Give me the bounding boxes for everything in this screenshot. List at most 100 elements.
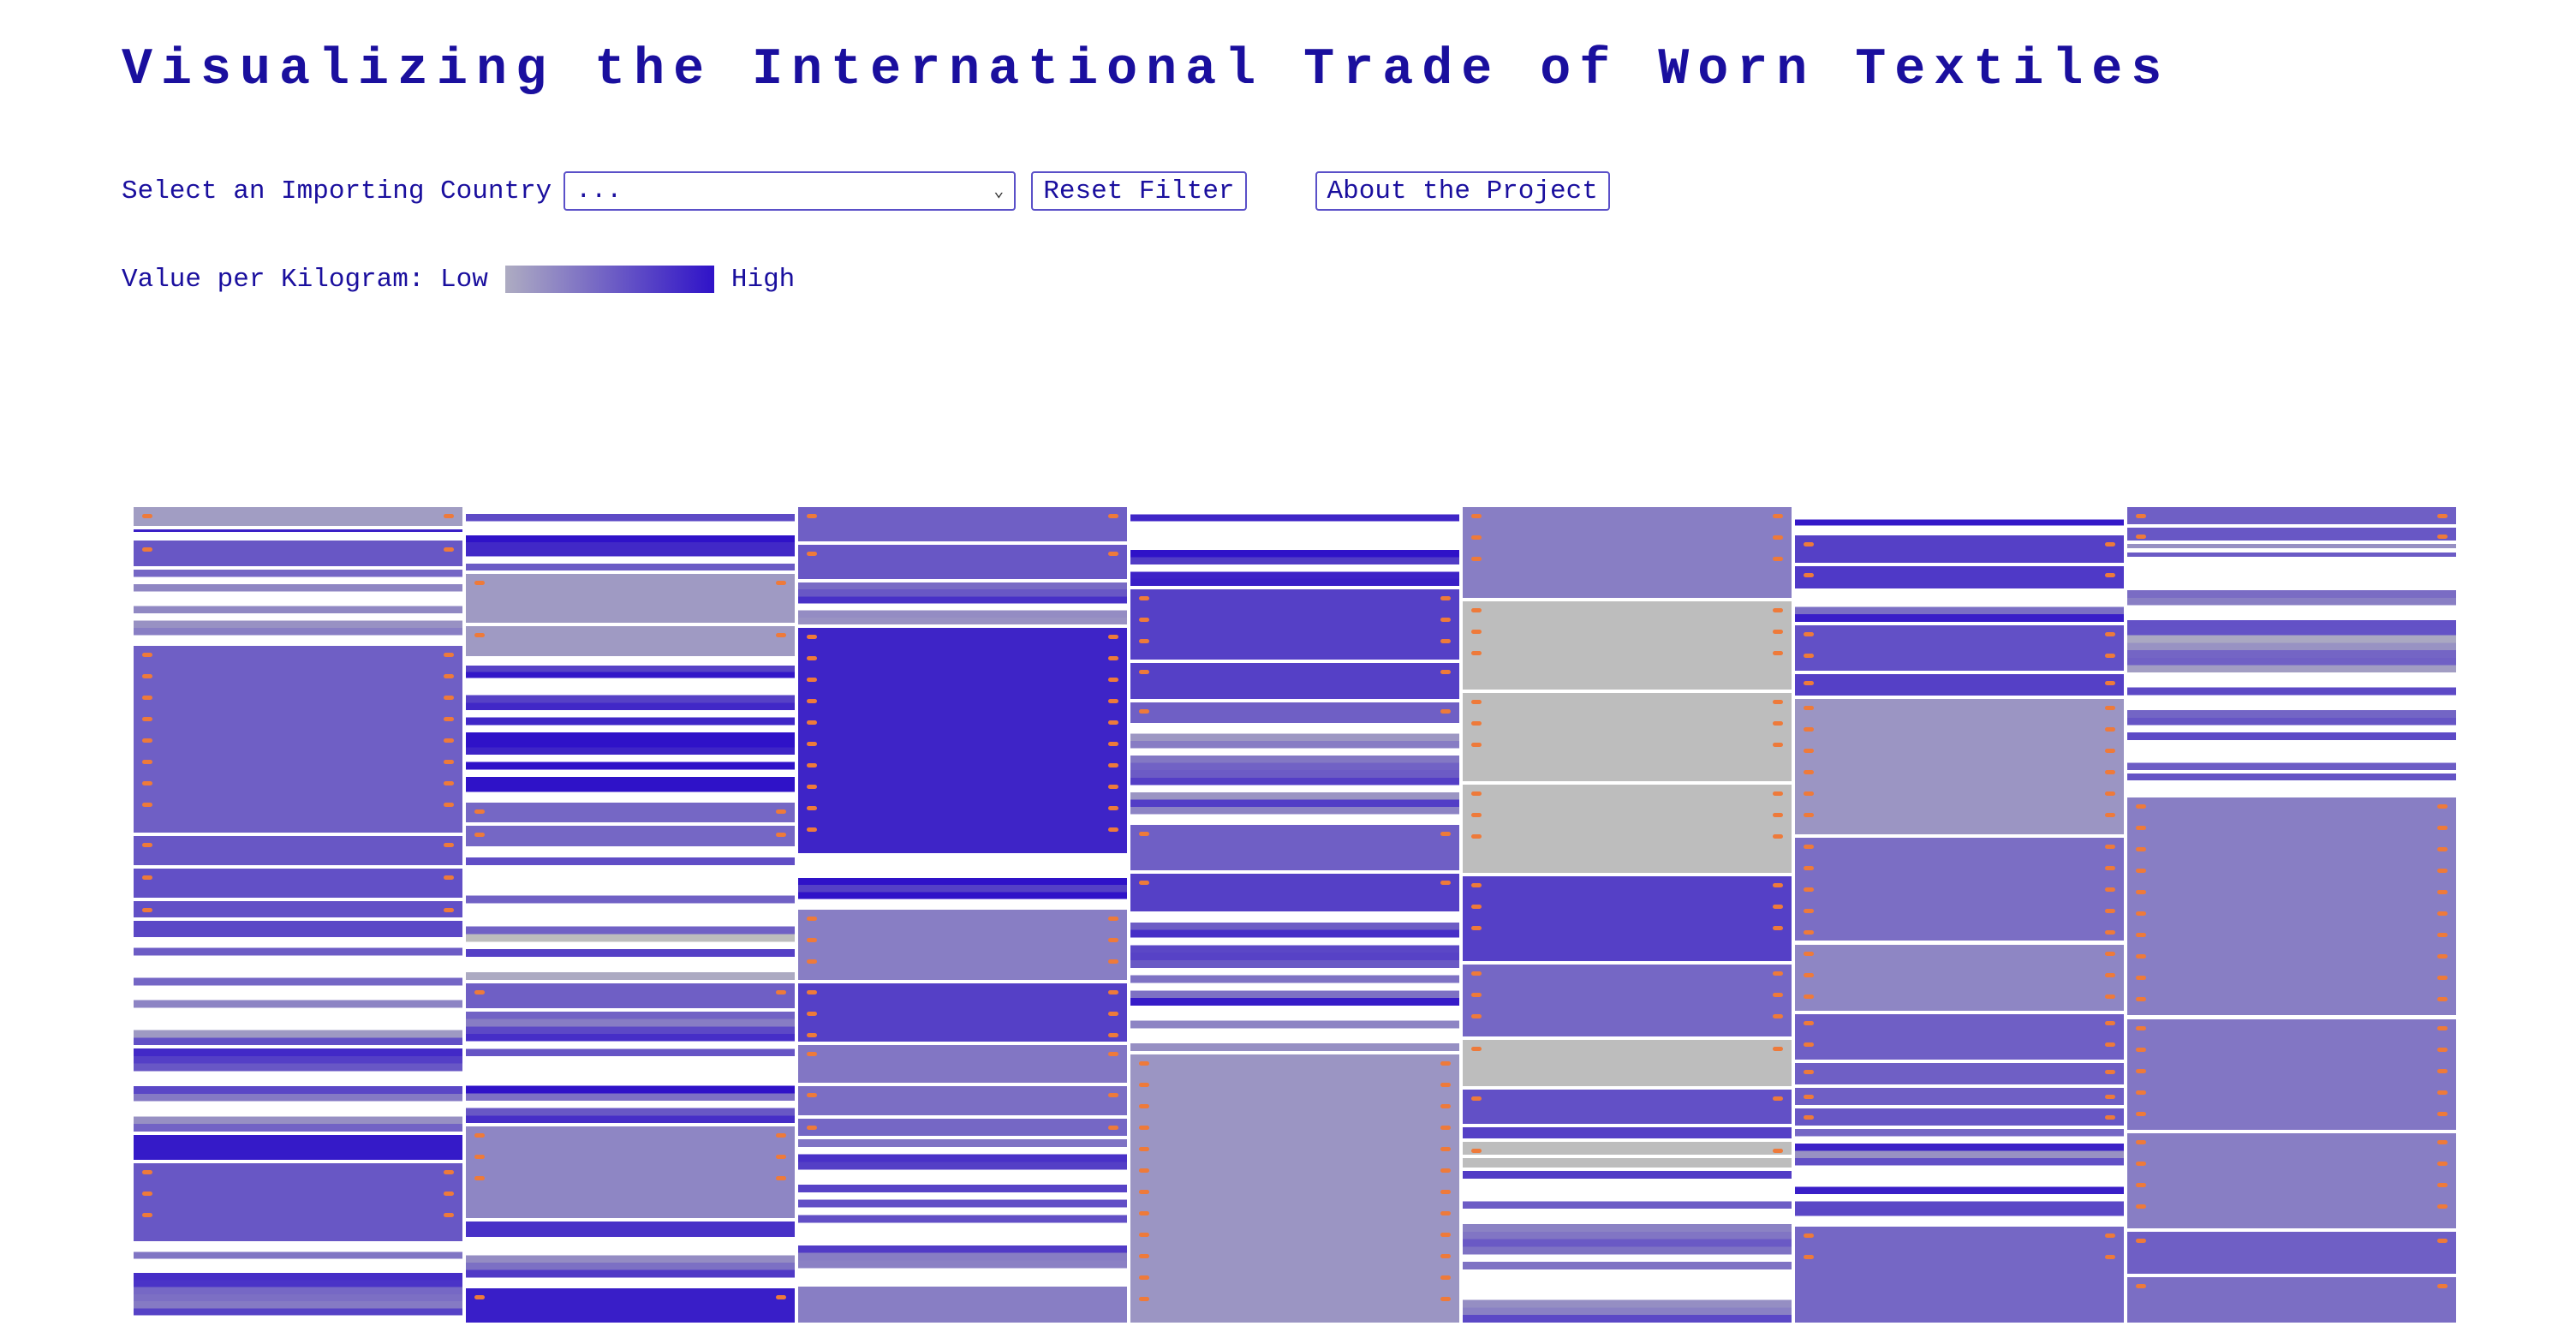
treemap-cell[interactable] [466,983,795,1009]
export-marker [2105,951,2115,956]
treemap-strip-group[interactable] [798,582,1127,624]
treemap-cell[interactable] [2127,527,2456,541]
treemap-cell[interactable] [466,1287,795,1323]
treemap-cell[interactable] [1795,1227,2124,1323]
treemap-cell[interactable] [134,1134,462,1161]
treemap-cell[interactable] [1463,693,1792,782]
export-marker [807,1126,817,1131]
filter-controls: Select an Importing Country ... ⌄ Reset … [122,171,1610,211]
treemap-cell[interactable] [1463,507,1792,598]
treemap-strip-group[interactable] [134,1245,462,1323]
treemap-cell[interactable] [798,1119,1127,1137]
treemap-strip-group[interactable] [134,569,462,643]
treemap-cell[interactable] [466,802,795,823]
importing-country-select[interactable]: ... ⌄ [564,171,1017,211]
treemap-cell[interactable] [1130,588,1459,660]
treemap-cell[interactable] [2127,507,2456,524]
treemap-strip-group[interactable] [1463,1171,1792,1323]
treemap-cell[interactable] [1795,1013,2124,1060]
export-marker [1440,669,1451,674]
treemap-cell[interactable] [134,1163,462,1242]
treemap-cell[interactable] [1795,1108,2124,1126]
treemap-cell[interactable] [1795,624,2124,672]
treemap-strip-group[interactable] [798,857,1127,907]
treemap-cell[interactable] [466,826,795,847]
treemap-cell[interactable] [466,1126,795,1218]
treemap-cell[interactable] [466,573,795,623]
reset-filter-button[interactable]: Reset Filter [1031,171,1247,211]
treemap-strip-group[interactable] [466,1239,795,1285]
treemap-strip-group[interactable] [798,1139,1127,1284]
treemap-cell[interactable] [1463,876,1792,962]
treemap-strip-group[interactable] [134,940,462,1046]
treemap-cell[interactable] [1130,874,1459,912]
treemap-strip-group[interactable] [466,688,795,799]
export-marker [142,1192,152,1197]
treemap-strip-group[interactable] [2127,773,2456,795]
treemap-cell[interactable] [1463,965,1792,1037]
treemap-strip-group[interactable] [1130,726,1459,821]
treemap-strip-group[interactable] [1795,507,2124,532]
export-marker [2437,1068,2448,1073]
treemap-cell[interactable] [1463,1040,1792,1086]
treemap-strip-group[interactable] [1795,1128,2124,1224]
treemap-cell[interactable] [1463,600,1792,690]
treemap-cell[interactable] [466,1221,795,1237]
treemap-cell[interactable] [1795,565,2124,589]
export-marker [2136,1283,2146,1288]
treemap-cell[interactable] [1795,535,2124,563]
treemap-cell[interactable] [1795,944,2124,1011]
treemap-cell[interactable] [134,507,462,527]
treemap-cell[interactable] [798,910,1127,981]
treemap-cell[interactable] [1130,824,1459,871]
treemap-cell[interactable] [1130,662,1459,699]
about-project-button[interactable]: About the Project [1315,171,1610,211]
treemap-cell[interactable] [1463,1089,1792,1124]
treemap-cell[interactable] [798,544,1127,579]
treemap-cell[interactable] [134,900,462,917]
treemap-strip-group[interactable] [466,507,795,570]
treemap-cell[interactable] [798,983,1127,1042]
export-marker [1139,1210,1149,1216]
treemap-cell[interactable] [798,1045,1127,1083]
treemap-cell[interactable] [134,835,462,865]
treemap-cell[interactable] [1795,838,2124,941]
treemap-cell[interactable] [2127,1018,2456,1131]
treemap-cell[interactable] [134,868,462,898]
treemap-cell[interactable] [134,540,462,566]
export-marker [2136,1162,2146,1167]
treemap-cell[interactable] [798,627,1127,854]
treemap-strip-group[interactable] [466,850,795,980]
treemap-cell[interactable] [798,1287,1127,1323]
treemap-cell[interactable] [2127,1133,2456,1229]
treemap-strip-group[interactable] [466,659,795,685]
treemap-cell[interactable] [466,625,795,656]
treemap-cell[interactable] [1130,702,1459,724]
treemap-cell[interactable] [1463,1158,1792,1168]
treemap-strip-group[interactable] [1130,915,1459,1051]
treemap-strip-group[interactable] [2127,544,2456,558]
treemap-cell[interactable] [1463,1141,1792,1155]
treemap-strip-group[interactable] [134,529,462,537]
treemap-cell[interactable] [1130,1054,1459,1323]
treemap-cell[interactable] [1795,674,2124,696]
treemap-strip-group[interactable] [1130,507,1459,586]
treemap-cell[interactable] [1795,1087,2124,1105]
treemap-cell[interactable] [798,1085,1127,1116]
treemap-cell[interactable] [2127,1232,2456,1274]
treemap-cell[interactable] [1463,1126,1792,1138]
treemap-cell[interactable] [2127,1276,2456,1323]
treemap-strip-group[interactable] [1795,592,2124,622]
treemap-cell[interactable] [134,920,462,937]
treemap-cell[interactable] [1795,698,2124,835]
export-marker [1471,1148,1482,1153]
treemap-cell[interactable] [2127,797,2456,1016]
treemap-cell[interactable] [1463,785,1792,874]
treemap-strip-group[interactable] [466,1012,795,1123]
treemap-cell[interactable] [798,507,1127,541]
export-marker [776,989,786,994]
treemap-strip-group[interactable] [134,1048,462,1132]
treemap-strip-group[interactable] [2127,560,2456,770]
treemap-cell[interactable] [134,646,462,833]
treemap-cell[interactable] [1795,1063,2124,1084]
